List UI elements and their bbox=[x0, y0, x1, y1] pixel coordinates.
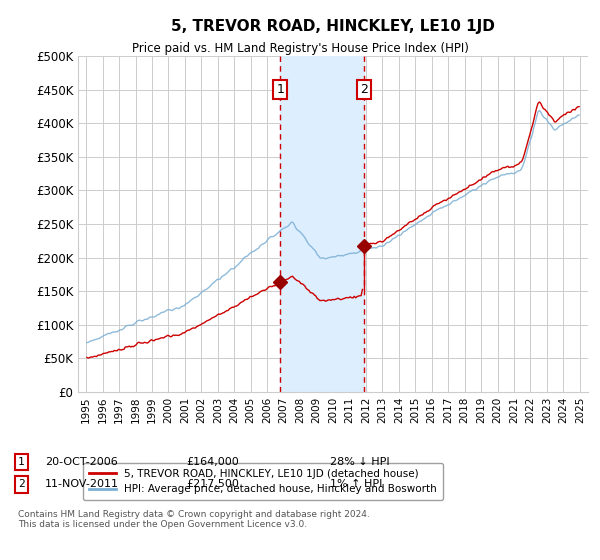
Text: 11-NOV-2011: 11-NOV-2011 bbox=[45, 479, 119, 489]
Title: 5, TREVOR ROAD, HINCKLEY, LE10 1JD: 5, TREVOR ROAD, HINCKLEY, LE10 1JD bbox=[171, 19, 495, 34]
Text: £217,500: £217,500 bbox=[186, 479, 239, 489]
Text: £164,000: £164,000 bbox=[186, 457, 239, 467]
Text: 2: 2 bbox=[360, 83, 368, 96]
Legend: 5, TREVOR ROAD, HINCKLEY, LE10 1JD (detached house), HPI: Average price, detache: 5, TREVOR ROAD, HINCKLEY, LE10 1JD (deta… bbox=[83, 463, 443, 501]
Text: 20-OCT-2006: 20-OCT-2006 bbox=[45, 457, 118, 467]
Text: Price paid vs. HM Land Registry's House Price Index (HPI): Price paid vs. HM Land Registry's House … bbox=[131, 42, 469, 55]
Text: 1: 1 bbox=[18, 457, 25, 467]
Text: 1% ↑ HPI: 1% ↑ HPI bbox=[330, 479, 382, 489]
Text: 1: 1 bbox=[277, 83, 284, 96]
Text: Contains HM Land Registry data © Crown copyright and database right 2024.
This d: Contains HM Land Registry data © Crown c… bbox=[18, 510, 370, 529]
Text: 28% ↓ HPI: 28% ↓ HPI bbox=[330, 457, 389, 467]
Bar bbox=[280, 56, 364, 392]
Text: 2: 2 bbox=[18, 479, 25, 489]
